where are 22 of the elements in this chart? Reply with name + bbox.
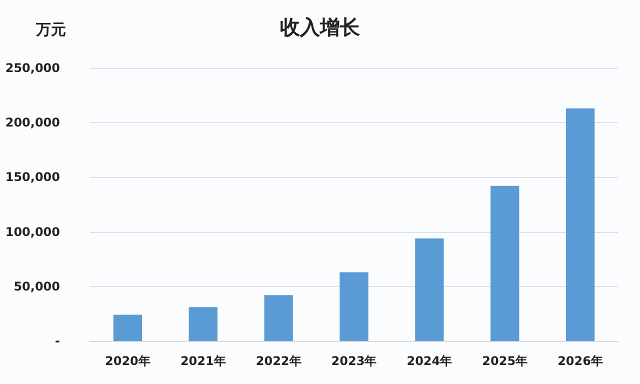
x-tick-label: 2022年	[256, 354, 302, 368]
y-tick-label: 150,000	[5, 170, 60, 184]
y-axis-title: 万元	[35, 20, 66, 38]
bar	[113, 314, 142, 341]
y-tick-label: 250,000	[5, 61, 60, 75]
bar	[566, 108, 595, 341]
x-tick-label: 2021年	[180, 354, 226, 368]
y-tick-label: -	[55, 334, 60, 348]
bar	[415, 238, 444, 341]
x-tick-label: 2020年	[105, 354, 150, 368]
chart-title: 收入增长	[280, 15, 361, 39]
y-tick-label: 100,000	[5, 224, 60, 239]
bar	[340, 272, 368, 341]
y-tick-label: 50,000	[14, 279, 60, 294]
x-tick-label: 2025年	[482, 354, 528, 368]
bar	[188, 307, 218, 341]
bar	[264, 295, 293, 341]
bar	[490, 186, 520, 341]
x-tick-label: 2026年	[558, 354, 603, 368]
x-tick-label: 2024年	[406, 354, 452, 368]
x-tick-label: 2023年	[331, 354, 377, 368]
y-tick-label: 200,000	[5, 116, 60, 130]
